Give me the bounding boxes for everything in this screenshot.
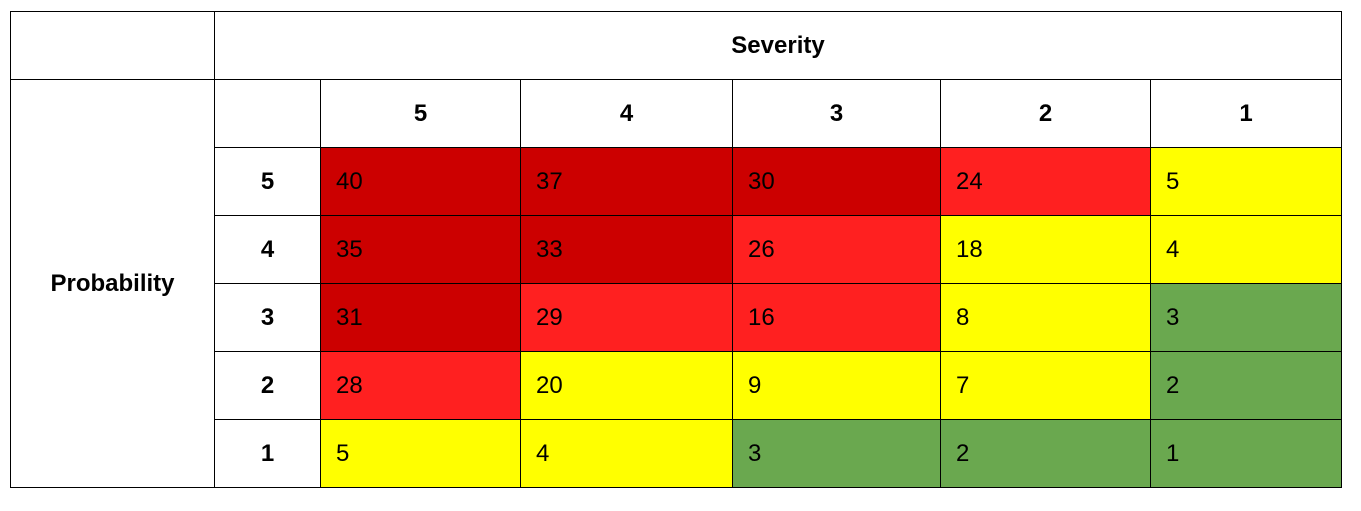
severity-label: Severity xyxy=(214,11,1342,80)
level-corner-cell xyxy=(214,79,321,148)
risk-cell: 16 xyxy=(732,283,941,352)
risk-cell: 5 xyxy=(320,419,521,488)
risk-cell: 3 xyxy=(1150,283,1342,352)
risk-cell: 26 xyxy=(732,215,941,284)
matrix-row: 2 28 20 9 7 2 xyxy=(11,351,1342,420)
severity-level: 5 xyxy=(320,79,521,148)
matrix-row: 1 5 4 3 2 1 xyxy=(11,419,1342,488)
severity-level: 1 xyxy=(1150,79,1342,148)
risk-cell: 1 xyxy=(1150,419,1342,488)
risk-cell: 31 xyxy=(320,283,521,352)
severity-levels-row: Probability 5 4 3 2 1 xyxy=(10,79,1342,488)
risk-cell: 4 xyxy=(520,419,733,488)
severity-level: 4 xyxy=(520,79,733,148)
risk-cell: 7 xyxy=(940,351,1151,420)
risk-cell: 9 xyxy=(732,351,941,420)
risk-cell: 37 xyxy=(520,147,733,216)
risk-cell: 2 xyxy=(1150,351,1342,420)
risk-cell: 35 xyxy=(320,215,521,284)
risk-cell: 28 xyxy=(320,351,521,420)
risk-cell: 18 xyxy=(940,215,1151,284)
risk-cell: 8 xyxy=(940,283,1151,352)
risk-cell: 5 xyxy=(1150,147,1342,216)
risk-cell: 24 xyxy=(940,147,1151,216)
severity-level: 2 xyxy=(940,79,1151,148)
risk-cell: 2 xyxy=(940,419,1151,488)
risk-cell: 3 xyxy=(732,419,941,488)
severity-level: 3 xyxy=(732,79,941,148)
risk-cell: 40 xyxy=(320,147,521,216)
probability-label: Probability xyxy=(10,79,215,488)
corner-cell xyxy=(10,11,215,80)
probability-level: 4 xyxy=(214,215,321,284)
probability-level: 1 xyxy=(214,419,321,488)
risk-matrix-table: Severity Probability 5 4 3 2 1 5 40 37 3… xyxy=(10,11,1342,488)
risk-cell: 4 xyxy=(1150,215,1342,284)
risk-cell: 30 xyxy=(732,147,941,216)
risk-cell: 29 xyxy=(520,283,733,352)
probability-level: 3 xyxy=(214,283,321,352)
matrix-row: 5 40 37 30 24 5 xyxy=(11,147,1342,216)
matrix-row: 3 31 29 16 8 3 xyxy=(11,283,1342,352)
probability-level: 5 xyxy=(214,147,321,216)
severity-header-row: Severity xyxy=(10,11,1342,80)
risk-cell: 33 xyxy=(520,215,733,284)
probability-level: 2 xyxy=(214,351,321,420)
matrix-row: 4 35 33 26 18 4 xyxy=(11,215,1342,284)
risk-cell: 20 xyxy=(520,351,733,420)
